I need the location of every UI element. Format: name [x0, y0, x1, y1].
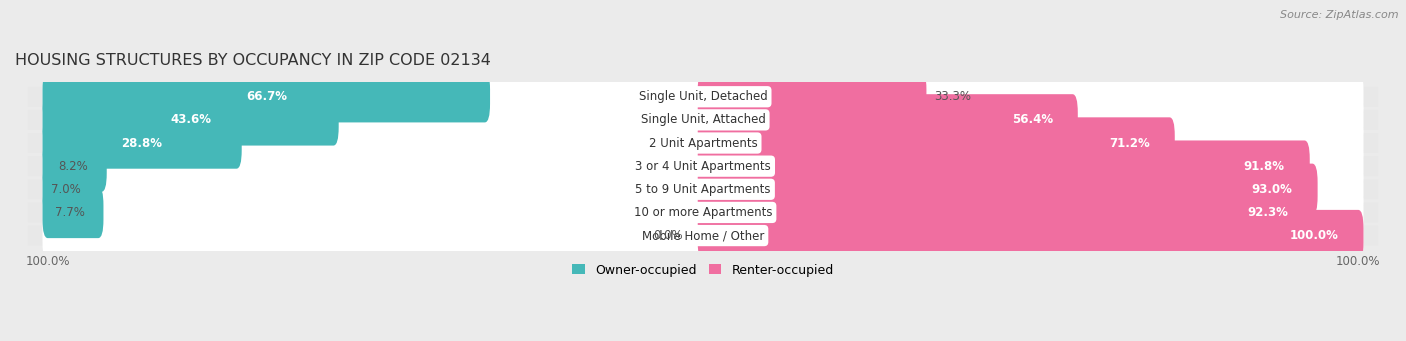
FancyBboxPatch shape	[28, 133, 1378, 153]
Text: 7.7%: 7.7%	[55, 206, 86, 219]
FancyBboxPatch shape	[28, 226, 1378, 246]
Text: 7.0%: 7.0%	[51, 183, 80, 196]
Text: 56.4%: 56.4%	[1012, 113, 1053, 127]
Text: 3 or 4 Unit Apartments: 3 or 4 Unit Apartments	[636, 160, 770, 173]
Text: 91.8%: 91.8%	[1244, 160, 1285, 173]
FancyBboxPatch shape	[697, 94, 1078, 146]
Legend: Owner-occupied, Renter-occupied: Owner-occupied, Renter-occupied	[568, 258, 838, 282]
FancyBboxPatch shape	[42, 187, 104, 238]
Text: 33.3%: 33.3%	[935, 90, 972, 103]
Text: 8.2%: 8.2%	[59, 160, 89, 173]
FancyBboxPatch shape	[28, 156, 1378, 176]
Text: 43.6%: 43.6%	[170, 113, 211, 127]
Text: 92.3%: 92.3%	[1247, 206, 1288, 219]
Text: 10 or more Apartments: 10 or more Apartments	[634, 206, 772, 219]
FancyBboxPatch shape	[42, 94, 1364, 146]
FancyBboxPatch shape	[42, 187, 1364, 238]
Text: Source: ZipAtlas.com: Source: ZipAtlas.com	[1281, 10, 1399, 20]
FancyBboxPatch shape	[28, 179, 1378, 199]
FancyBboxPatch shape	[42, 71, 491, 122]
Text: 28.8%: 28.8%	[121, 136, 163, 149]
Text: 5 to 9 Unit Apartments: 5 to 9 Unit Apartments	[636, 183, 770, 196]
FancyBboxPatch shape	[42, 140, 1364, 192]
FancyBboxPatch shape	[28, 87, 1378, 107]
FancyBboxPatch shape	[697, 187, 1313, 238]
FancyBboxPatch shape	[697, 140, 1310, 192]
Text: 71.2%: 71.2%	[1109, 136, 1150, 149]
FancyBboxPatch shape	[42, 117, 1364, 169]
Text: 0.0%: 0.0%	[654, 229, 683, 242]
FancyBboxPatch shape	[697, 210, 1364, 261]
FancyBboxPatch shape	[697, 71, 927, 122]
FancyBboxPatch shape	[42, 71, 1364, 122]
FancyBboxPatch shape	[42, 164, 98, 215]
FancyBboxPatch shape	[697, 117, 1175, 169]
FancyBboxPatch shape	[42, 117, 242, 169]
Text: Single Unit, Attached: Single Unit, Attached	[641, 113, 765, 127]
Text: Single Unit, Detached: Single Unit, Detached	[638, 90, 768, 103]
FancyBboxPatch shape	[697, 164, 1317, 215]
FancyBboxPatch shape	[42, 164, 1364, 215]
Text: 100.0%: 100.0%	[1289, 229, 1339, 242]
Text: 66.7%: 66.7%	[246, 90, 287, 103]
FancyBboxPatch shape	[42, 94, 339, 146]
Text: HOUSING STRUCTURES BY OCCUPANCY IN ZIP CODE 02134: HOUSING STRUCTURES BY OCCUPANCY IN ZIP C…	[15, 53, 491, 68]
FancyBboxPatch shape	[42, 210, 1364, 261]
FancyBboxPatch shape	[42, 140, 107, 192]
FancyBboxPatch shape	[28, 110, 1378, 130]
Text: Mobile Home / Other: Mobile Home / Other	[641, 229, 765, 242]
Text: 93.0%: 93.0%	[1251, 183, 1292, 196]
FancyBboxPatch shape	[28, 203, 1378, 222]
Text: 2 Unit Apartments: 2 Unit Apartments	[648, 136, 758, 149]
